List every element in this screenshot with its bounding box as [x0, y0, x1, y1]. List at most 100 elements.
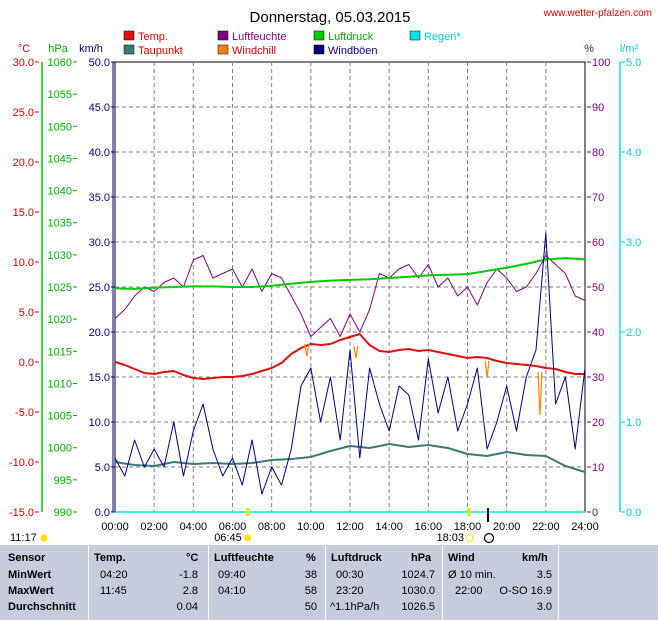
- cell-press-time: 00:30: [336, 569, 364, 581]
- humidity-header: Luftfeuchte: [214, 552, 274, 564]
- cell-press-time: 23:20: [336, 585, 364, 597]
- cell-hum-val: 38: [304, 569, 317, 581]
- humidity-tick-label: 100: [592, 57, 610, 69]
- cell-hum-time: 04:10: [218, 585, 246, 597]
- humidity-tick-label: 90: [592, 102, 604, 114]
- temp-tick-label: 20.0: [13, 157, 34, 169]
- time-tick-label: 12:00: [336, 521, 364, 533]
- legend-label: Temp.: [138, 31, 168, 43]
- cell-temp-val: -1.8: [179, 569, 198, 581]
- pressure-tick-label: 1040: [48, 186, 72, 198]
- series-luftdruck: [114, 257, 586, 290]
- pressure-tick-label: 1000: [48, 443, 72, 455]
- cell-wind-time: 22:00: [455, 585, 483, 597]
- wind-unit-header: km/h: [522, 552, 548, 564]
- wind-tick-label: 0.0: [95, 507, 110, 519]
- pressure-tick-label: 1055: [48, 89, 72, 101]
- temp-tick-label: -10.0: [9, 457, 34, 469]
- temp-tick-label: 5.0: [19, 307, 34, 319]
- sunrise-icon: [244, 534, 252, 542]
- humidity-unit-label: %: [584, 43, 594, 55]
- temp-tick-label: 0.0: [19, 357, 34, 369]
- time-tick-label: 04:00: [180, 521, 208, 533]
- sun-markers: 11:17 06:45 18:03: [10, 508, 495, 544]
- wind-tick-label: 30.0: [89, 237, 110, 249]
- sunset-label: 18:03: [436, 532, 464, 544]
- wind-tick-label: 40.0: [89, 147, 110, 159]
- pressure-unit-header: hPa: [411, 552, 432, 564]
- pressure-tick-label: 995: [54, 475, 72, 487]
- temp-tick-label: 30.0: [13, 57, 34, 69]
- time-tick-label: 06:00: [219, 521, 247, 533]
- wind-tick-label: 20.0: [89, 327, 110, 339]
- pressure-tick-label: 1035: [48, 218, 72, 230]
- humidity-tick-label: 10: [592, 462, 604, 474]
- cell-hum-time: 09:40: [218, 569, 246, 581]
- rain-unit-label: l/m²: [620, 43, 639, 55]
- cell-press-time: ^1.1hPa/h: [330, 601, 380, 613]
- time-tick-label: 14:00: [375, 521, 403, 533]
- time-tick-label: 24:00: [571, 521, 599, 533]
- series-windchill: [304, 343, 310, 357]
- sunrise-label: 06:45: [214, 532, 242, 544]
- legend-label: Luftdruck: [328, 31, 374, 43]
- series-luftfeuchte: [114, 255, 586, 337]
- weather-chart: Donnerstag, 05.03.2015 www.wetter-pfalze…: [9, 8, 652, 544]
- cell-temp-time: 04:20: [100, 569, 128, 581]
- series-windchill: [484, 360, 490, 378]
- wind-header: Wind: [448, 552, 475, 564]
- row-label: Durchschnitt: [8, 601, 76, 613]
- series-taupunkt: [114, 443, 586, 473]
- humidity-unit-header: %: [306, 552, 316, 564]
- wind-tick-label: 50.0: [89, 57, 110, 69]
- temp-tick-label: 10.0: [13, 257, 34, 269]
- temp-tick-label: 15.0: [13, 207, 34, 219]
- cell-hum-val: 58: [304, 585, 317, 597]
- wind-tick-label: 35.0: [89, 192, 110, 204]
- cell-temp-val: 0.04: [176, 601, 198, 613]
- rain-tick-label: 4.0: [626, 147, 641, 159]
- legend: Temp. Taupunkt Luftfeuchte Windchill Luftdru…: [123, 30, 461, 57]
- sun-icon: [40, 534, 48, 542]
- humidity-tick-label: 60: [592, 237, 604, 249]
- humidity-tick-label: 30: [592, 372, 604, 384]
- row-label: MaxWert: [8, 585, 54, 597]
- humidity-tick-label: 80: [592, 147, 604, 159]
- cell-wind-time: Ø 10 min.: [448, 569, 496, 581]
- wind-unit-label: km/h: [79, 43, 103, 55]
- humidity-tick-label: 40: [592, 327, 604, 339]
- pressure-tick-label: 1015: [48, 346, 72, 358]
- time-tick-label: 08:00: [258, 521, 286, 533]
- sunrise-mark: [246, 508, 250, 516]
- rain-tick-label: 5.0: [626, 57, 641, 69]
- time-tick-label: 18:00: [454, 521, 482, 533]
- legend-swatch: [123, 44, 135, 55]
- sensor-header: Sensor: [8, 552, 46, 564]
- humidity-tick-label: 20: [592, 417, 604, 429]
- sunset-icon: [465, 534, 474, 542]
- pressure-tick-label: 1010: [48, 378, 72, 390]
- temp-unit-label: °C: [18, 43, 30, 55]
- legend-swatch: [217, 30, 229, 41]
- time-tick-label: 10:00: [297, 521, 325, 533]
- temp-header: Temp.: [94, 552, 126, 564]
- day-length-label: 11:17: [10, 532, 37, 544]
- cell-press-val: 1030.0: [401, 585, 435, 597]
- time-tick-label: 02:00: [140, 521, 168, 533]
- temp-tick-label: -5.0: [15, 407, 34, 419]
- series-windchill: [353, 345, 359, 359]
- humidity-tick-label: 50: [592, 282, 604, 294]
- rain-tick-label: 0.0: [626, 507, 641, 519]
- pressure-tick-label: 1020: [48, 314, 72, 326]
- wind-tick-label: 5.0: [95, 462, 110, 474]
- pressure-tick-label: 1045: [48, 153, 72, 165]
- row-label: MinWert: [8, 569, 52, 581]
- pressure-tick-label: 1060: [48, 57, 72, 69]
- time-tick-label: 22:00: [532, 521, 560, 533]
- humidity-tick-label: 70: [592, 192, 604, 204]
- pressure-header: Luftdruck: [331, 552, 382, 564]
- wind-tick-label: 45.0: [89, 102, 110, 114]
- rain-tick-label: 3.0: [626, 237, 641, 249]
- legend-label: Luftfeuchte: [232, 31, 286, 43]
- site-link[interactable]: www.wetter-pfalzen.com: [543, 8, 652, 19]
